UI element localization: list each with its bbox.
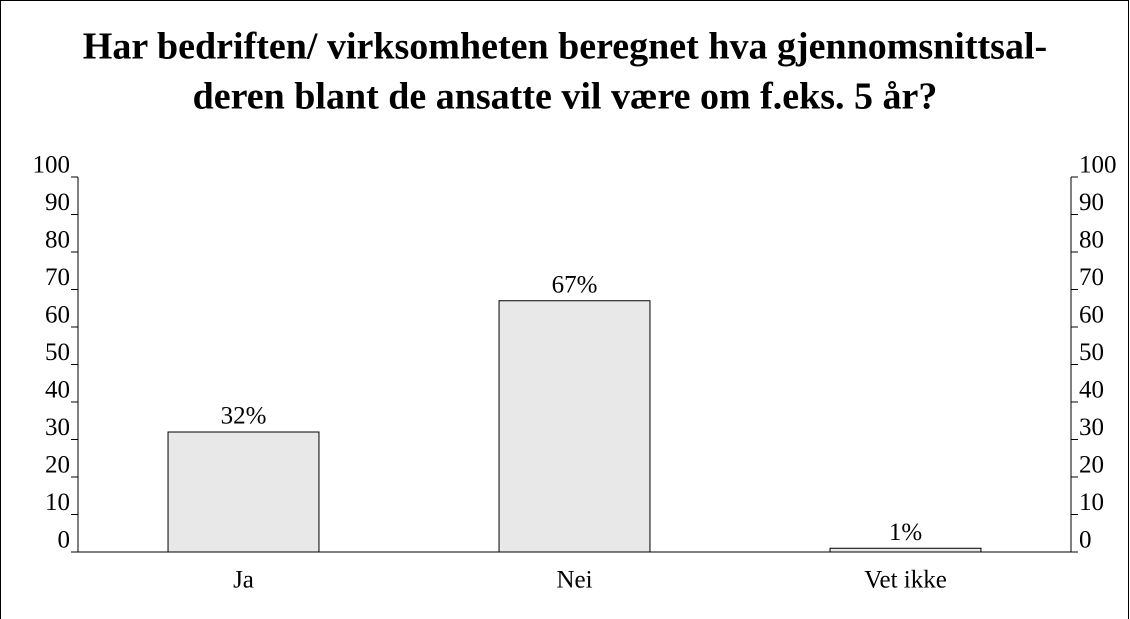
bar [167,431,320,553]
y2-tick-label: 0 [1079,527,1092,554]
y2-tick-label: 100 [1079,152,1117,179]
y2-tick-label: 50 [1079,339,1104,366]
y2-tick-label: 90 [1079,189,1104,216]
y2-tick-label: 30 [1079,414,1104,441]
chart-title: Har bedriften/ virksomheten beregnet hva… [83,26,1047,68]
x-tick-label: Nei [556,567,592,594]
y-tick-label: 50 [45,339,70,366]
value-label: 32% [221,403,267,430]
y2-tick-label: 20 [1079,452,1104,479]
y-tick-label: 60 [45,302,70,329]
x-tick-label: Ja [233,567,254,594]
y2-tick-label: 80 [1079,227,1104,254]
value-label: 67% [552,271,598,298]
y-tick-label: 40 [45,377,70,404]
chart-title: deren blant de ansatte vil være om f.eks… [193,76,938,118]
y-tick-label: 90 [45,189,70,216]
bar [498,300,651,553]
y-tick-label: 70 [45,264,70,291]
y2-tick-label: 40 [1079,377,1104,404]
y-tick-label: 80 [45,227,70,254]
y-tick-label: 0 [58,527,71,554]
y2-tick-label: 60 [1079,302,1104,329]
y-tick-label: 20 [45,452,70,479]
y-tick-label: 10 [45,489,70,516]
x-tick-label: Vet ikke [864,567,947,594]
y2-tick-label: 10 [1079,489,1104,516]
y2-tick-label: 70 [1079,264,1104,291]
y-tick-label: 100 [33,152,71,179]
value-label: 1% [889,519,922,546]
y-tick-label: 30 [45,414,70,441]
bar [829,547,982,553]
